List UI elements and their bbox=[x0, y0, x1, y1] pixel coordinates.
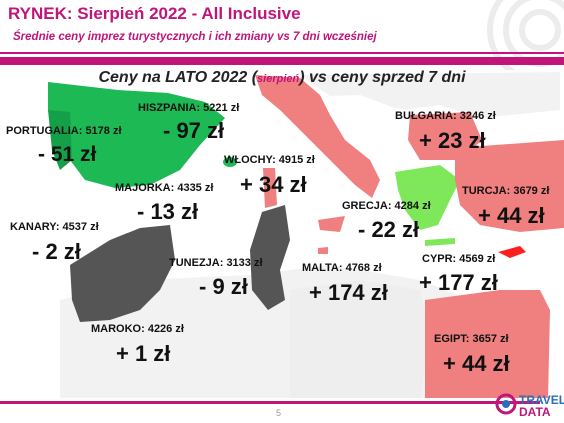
destination-label-turcja: TURCJA: 3679 zł bbox=[462, 185, 550, 197]
map-sicily bbox=[318, 216, 345, 232]
chart-heading-end: ) vs ceny sprzed 7 dni bbox=[299, 69, 466, 86]
destination-change-turcja: + 44 zł bbox=[478, 203, 545, 228]
map-malta bbox=[318, 247, 328, 254]
destination-label-portugalia: PORTUGALIA: 5178 zł bbox=[6, 125, 122, 137]
map-greece bbox=[395, 165, 460, 230]
destination-change-grecja: - 22 zł bbox=[358, 217, 420, 242]
header-band-thin bbox=[0, 52, 564, 54]
map-egypt bbox=[425, 290, 550, 398]
map-turkey bbox=[455, 140, 564, 232]
map bbox=[48, 72, 564, 398]
land-europe-north bbox=[300, 72, 560, 118]
destination-change-kanary: - 2 zł bbox=[32, 239, 81, 264]
destination-change-maroko: + 1 zł bbox=[116, 341, 171, 366]
destination-label-wlochy: WŁOCHY: 4915 zł bbox=[224, 154, 315, 166]
chart-heading: Ceny na LATO 2022 (sierpień) vs ceny spr… bbox=[0, 69, 564, 87]
page-title: RYNEK: Sierpień 2022 - All Inclusive bbox=[8, 4, 301, 23]
travel-data-logo-icon bbox=[495, 393, 517, 415]
map-iberia bbox=[48, 82, 225, 188]
destination-change-wlochy: + 34 zł bbox=[240, 172, 307, 197]
map-cyprus bbox=[498, 246, 526, 258]
map-morocco bbox=[70, 225, 175, 322]
map-balkans bbox=[340, 100, 430, 175]
map-italy bbox=[255, 75, 380, 198]
map-tunisia bbox=[250, 205, 290, 310]
destination-change-cypr: + 177 zł bbox=[419, 270, 498, 295]
land-libya bbox=[290, 280, 430, 398]
destination-change-portugalia: - 51 zł bbox=[38, 143, 97, 166]
destination-label-maroko: MAROKO: 4226 zł bbox=[91, 323, 184, 335]
header-band-thick bbox=[0, 57, 564, 65]
destination-change-egipt: + 44 zł bbox=[443, 351, 510, 376]
destination-label-cypr: CYPR: 4569 zł bbox=[422, 253, 496, 265]
destination-label-egipt: EGIPT: 3657 zł bbox=[434, 333, 509, 345]
map-portugal bbox=[48, 110, 72, 170]
destination-change-bulgaria: + 23 zł bbox=[419, 128, 486, 153]
map-majorca bbox=[223, 157, 237, 167]
page-number: 5 bbox=[276, 408, 282, 418]
chart-heading-month: sierpień bbox=[257, 73, 300, 85]
destination-label-majorka: MAJORKA: 4335 zł bbox=[115, 182, 214, 194]
logo-text-top: TRAVEL bbox=[519, 393, 564, 407]
destination-change-majorka: - 13 zł bbox=[137, 199, 199, 224]
destination-label-bulgaria: BUŁGARIA: 3246 zł bbox=[395, 110, 496, 122]
map-sardinia bbox=[263, 168, 277, 208]
chart-heading-main: Ceny na LATO 2022 ( bbox=[98, 69, 258, 86]
map-levant bbox=[525, 232, 564, 300]
destination-label-kanary: KANARY: 4537 zł bbox=[10, 221, 99, 233]
destination-label-malta: MALTA: 4768 zł bbox=[302, 262, 382, 274]
destination-change-malta: + 174 zł bbox=[309, 280, 388, 305]
footer-band bbox=[0, 401, 540, 404]
map-crete bbox=[425, 238, 455, 246]
destination-change-hiszpania: - 97 zł bbox=[163, 118, 225, 143]
destination-label-tunezja: TUNEZJA: 3133 zł bbox=[169, 257, 263, 269]
page-subtitle: Średnie ceny imprez turystycznych i ich … bbox=[13, 31, 377, 43]
destination-change-tunezja: - 9 zł bbox=[199, 274, 248, 299]
logo-text-bottom: DATA bbox=[519, 405, 551, 419]
destination-label-grecja: GRECJA: 4284 zł bbox=[342, 200, 431, 212]
destination-label-hiszpania: HISZPANIA: 5221 zł bbox=[138, 102, 240, 114]
